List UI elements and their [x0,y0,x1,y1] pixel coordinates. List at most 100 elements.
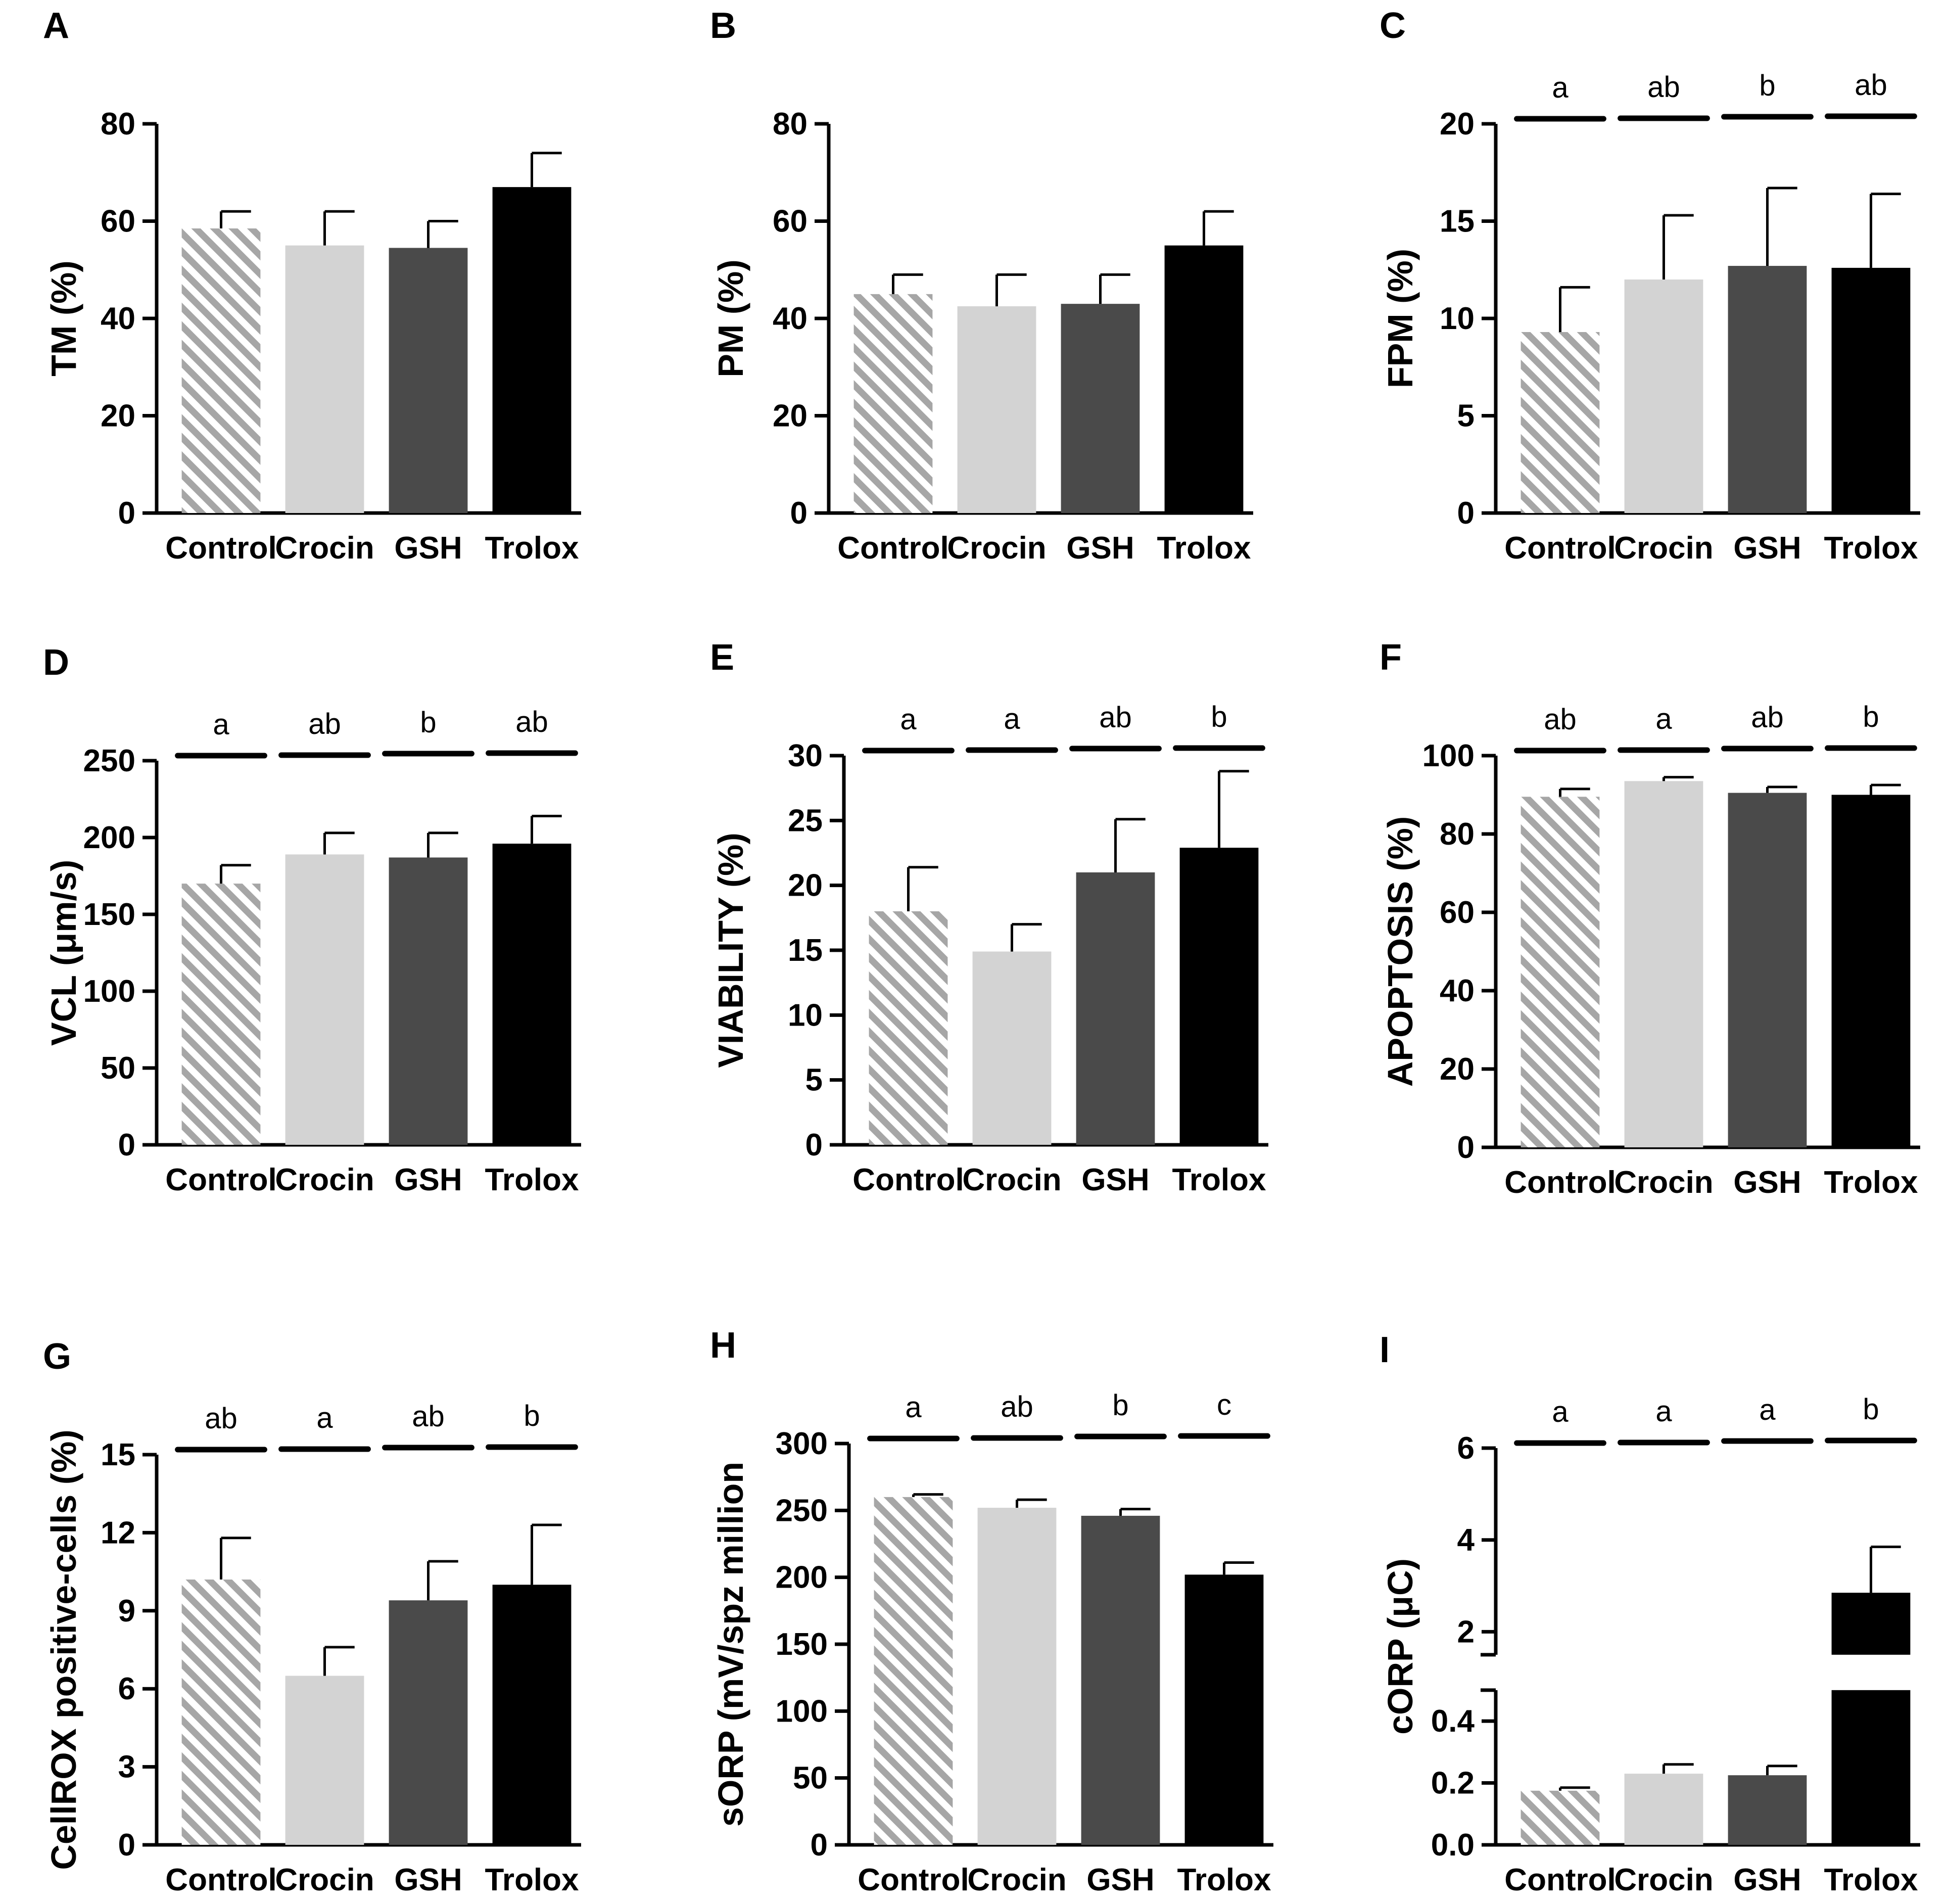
x-tick-label: Control [837,531,948,566]
bar-trolox-lower [1831,1690,1911,1845]
x-tick-label: GSH [1066,531,1134,566]
x-tick-label: Trolox [1824,1863,1918,1897]
y-tick-label: 6 [1457,1431,1475,1466]
x-tick-label: Crocin [947,531,1046,566]
significance-letter: a [1552,1396,1569,1428]
y-tick-label: 6 [118,1671,135,1706]
y-tick-label: 25 [788,803,823,838]
bar-control [181,1580,261,1845]
panel-i: I 0.0 0.2 0.4 2 4 6 cORP (μC) Control a Crocin a GSH… [1380,1330,1920,1897]
bar-control [1521,332,1600,513]
x-tick-label: Trolox [1824,1165,1918,1200]
y-tick-label: 0 [1457,496,1475,531]
y-tick-label: 30 [788,738,823,773]
y-tick-label: 0.2 [1431,1766,1475,1801]
y-tick-label: 50 [101,1051,135,1086]
y-tick-label: 300 [776,1426,828,1461]
y-tick-label: 50 [793,1761,828,1796]
bar-crocin [972,951,1052,1145]
y-tick-label: 20 [788,868,823,903]
significance-letter: b [1759,69,1775,102]
significance-letter: a [1552,71,1569,104]
y-tick-label: 60 [101,204,135,239]
x-tick-label: Crocin [275,1863,374,1897]
panel-letter: F [1380,637,1402,678]
bar-trolox [1831,1593,1911,1655]
bar-trolox [492,187,572,513]
significance-letter: a [900,703,917,736]
x-tick-label: Crocin [275,1163,374,1197]
y-axis-label: CellROX positive-cells (%) [44,1429,83,1870]
y-tick-label: 2 [1457,1614,1475,1649]
x-tick-label: Control [858,1863,969,1897]
panel-g: G 0 3 6 9 12 15 CellROX positive-cells (%) Contr… [43,1336,581,1897]
panel-letter: D [43,642,69,683]
x-tick-label: Control [1504,1863,1616,1897]
bar-trolox [492,844,572,1145]
y-axis-label: cORP (μC) [1381,1558,1420,1735]
bar-crocin [957,306,1036,513]
x-tick-label: Crocin [1614,1165,1713,1200]
bar-gsh [1728,266,1807,513]
x-tick-label: GSH [1081,1163,1149,1197]
significance-letter: b [1863,1393,1879,1426]
x-tick-label: Crocin [275,531,374,566]
panel-letter: B [710,6,736,46]
panel-letter: E [710,637,734,678]
y-tick-label: 60 [1440,895,1475,930]
y-tick-label: 100 [1422,738,1475,773]
bar-gsh [389,1600,468,1845]
x-tick-label: Control [1504,1165,1616,1200]
significance-letter: a [1759,1394,1776,1426]
y-tick-label: 250 [83,744,135,778]
y-tick-label: 5 [1457,399,1475,434]
panel-h: H 0 50 100 150 200 250 300 sORP (mV/spz million C… [710,1325,1273,1897]
x-tick-label: Control [165,531,276,566]
y-axis-label: VIABILITY (%) [711,832,750,1067]
x-tick-label: Control [1504,531,1616,566]
significance-letter: b [1211,701,1227,733]
bar-crocin [977,1508,1057,1845]
bar-gsh [1081,1515,1160,1845]
significance-letter: ab [1647,71,1680,104]
significance-letter: b [524,1400,540,1432]
significance-letter: ab [1001,1390,1033,1423]
significance-letter: ab [1099,701,1132,734]
panel-c: C 0 5 10 15 20 FPM (%) Control a Crocin ab GSH b Trol… [1380,6,1920,566]
significance-letter: a [213,708,229,741]
y-tick-label: 10 [788,998,823,1033]
significance-letter: a [1655,703,1672,735]
bar-control [853,294,933,513]
y-tick-label: 80 [101,107,135,142]
bar-crocin [285,1676,364,1845]
x-tick-label: Crocin [1614,531,1713,566]
bar-gsh [1728,793,1807,1147]
y-tick-label: 20 [101,399,135,434]
x-tick-label: Trolox [1172,1163,1266,1197]
y-tick-label: 10 [1440,301,1475,336]
bar-control [874,1497,953,1845]
bar-crocin [1624,781,1703,1147]
y-tick-label: 80 [773,107,807,142]
bar-trolox [1184,1574,1264,1845]
y-tick-label: 150 [776,1627,828,1662]
significance-letter: b [1863,701,1879,733]
x-tick-label: GSH [394,531,462,566]
y-tick-label: 4 [1457,1523,1475,1558]
x-tick-label: Control [165,1163,276,1197]
x-tick-label: Trolox [1824,531,1918,566]
y-tick-label: 12 [101,1515,135,1550]
y-axis-label: TM (%) [44,260,83,376]
bar-trolox [1831,267,1911,513]
x-tick-label: Trolox [485,531,579,566]
x-tick-label: GSH [1733,531,1801,566]
significance-letter: ab [1751,701,1784,734]
significance-letter: a [1655,1395,1672,1428]
bar-gsh [1728,1775,1807,1845]
significance-letter: ab [1544,703,1577,736]
significance-letter: a [1004,703,1020,735]
y-tick-label: 0 [1457,1130,1475,1165]
y-tick-label: 0 [118,1828,135,1863]
